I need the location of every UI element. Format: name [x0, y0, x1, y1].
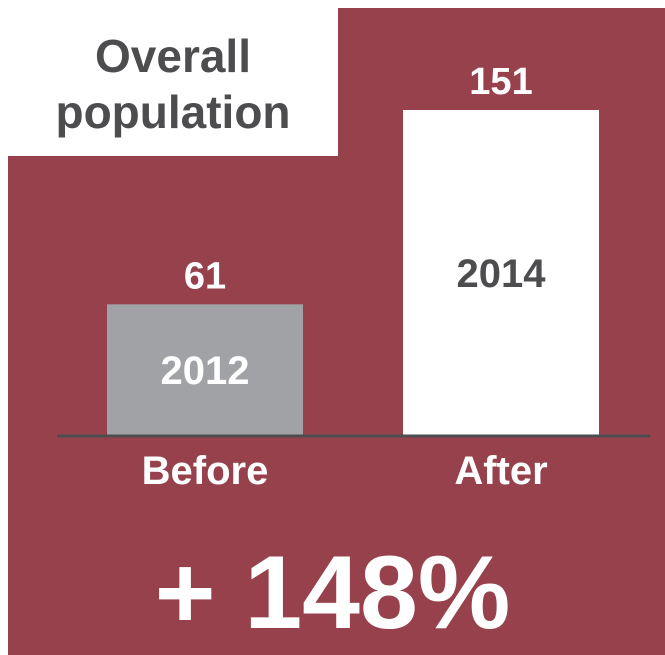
bar-before [107, 304, 303, 436]
bar-after [403, 110, 599, 436]
category-label: After [454, 449, 547, 493]
category-label: Before [142, 449, 269, 493]
title-box: Overall population [8, 8, 338, 156]
year-label: 2012 [161, 349, 250, 393]
year-label: 2014 [457, 252, 547, 296]
value-label: 151 [469, 61, 532, 103]
percent-change-label: + 148% [154, 535, 511, 651]
value-label: 61 [184, 255, 226, 297]
chart-title: Overall population [55, 30, 291, 138]
